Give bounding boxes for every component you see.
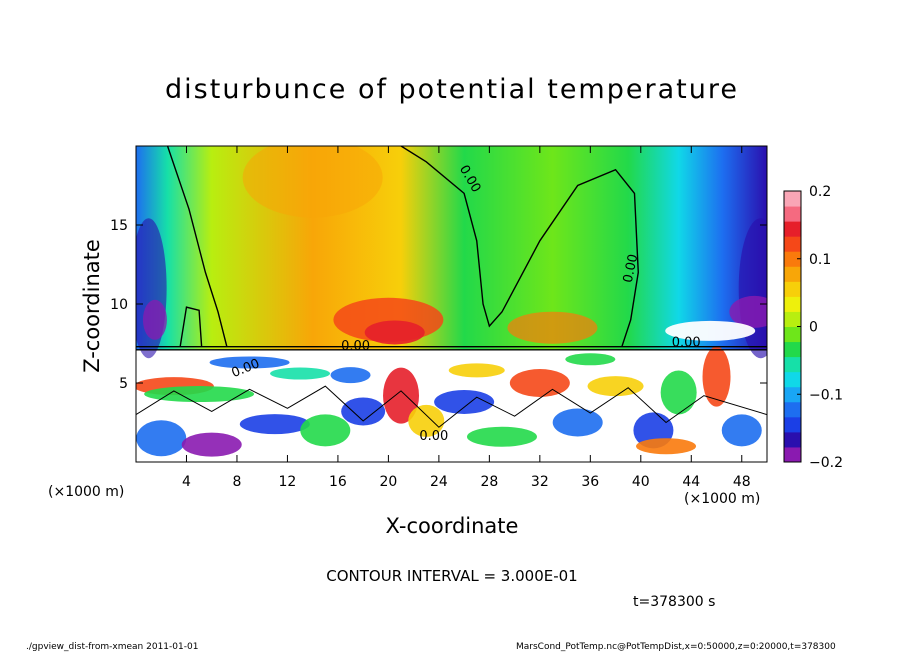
x-tick-label: 48 <box>733 474 751 490</box>
purple-left <box>142 299 167 340</box>
warm-upper <box>242 146 383 218</box>
x-tick-label: 44 <box>682 474 700 490</box>
lower-blob <box>587 376 644 397</box>
contour-interval-text: CONTOUR INTERVAL = 3.000E-01 <box>326 567 578 585</box>
warm-patch <box>507 311 598 344</box>
lower-blob <box>144 386 255 403</box>
contour-label: 0.00 <box>419 429 448 444</box>
lower-blob <box>434 389 495 414</box>
footer-command: ./gpview_dist-from-xmean 2011-01-01 <box>26 642 199 652</box>
colorbar-cell <box>784 401 801 418</box>
colorbar-cell <box>784 416 801 433</box>
purple-right <box>729 295 767 328</box>
lower-blob <box>181 432 242 457</box>
y-tick-label: 15 <box>110 218 128 234</box>
colorbar-tick-label: 0 <box>809 320 818 336</box>
colorbar-cell <box>784 446 801 463</box>
lower-blob <box>408 404 445 437</box>
colorbar-cell <box>784 221 801 237</box>
zero-contour <box>179 306 203 347</box>
lower-blob <box>466 426 537 447</box>
lower-blob <box>660 370 697 415</box>
colorbar-tick-label: 0.1 <box>809 252 831 268</box>
lower-blob <box>270 367 331 380</box>
contour-label: 0.00 <box>672 336 701 351</box>
x-unit-label-left: (×1000 m) <box>48 484 125 500</box>
lower-features <box>136 346 762 457</box>
colorbar-cell <box>784 386 801 403</box>
y-tick-label: 10 <box>110 297 128 313</box>
lower-contour <box>136 385 767 428</box>
x-tick-label: 32 <box>531 474 549 490</box>
colorbar-cell <box>784 326 801 343</box>
time-stamp-text: t=378300 s <box>633 594 716 610</box>
lower-blob <box>552 408 603 437</box>
colorbar-tick-label: −0.2 <box>809 455 843 471</box>
chart-title: disturbunce of potential temperature <box>165 74 739 105</box>
colorbar-cell <box>784 311 801 327</box>
warm-core-center <box>364 320 425 345</box>
contour-label: 0.00 <box>341 339 370 354</box>
colorbar-cell <box>784 356 801 373</box>
x-tick-label: 24 <box>430 474 448 490</box>
upper-features <box>136 146 767 359</box>
x-tick-label: 4 <box>182 474 191 490</box>
white-patch-right <box>665 320 756 341</box>
colorbar-tick-label: −0.1 <box>809 387 843 403</box>
colorbar-cell <box>784 266 801 282</box>
colorbar: 0.2 0.1 0 −0.1 −0.2 <box>783 184 843 471</box>
contour-label: 0.00 <box>621 253 642 284</box>
x-unit-label-right: (×1000 m) <box>684 491 761 507</box>
colorbar-cell <box>784 341 801 358</box>
x-tick-label: 8 <box>232 474 241 490</box>
cold-right <box>738 218 767 359</box>
colorbar-cell <box>784 431 801 448</box>
colorbar-cell <box>784 191 801 207</box>
colorbar-cell <box>784 371 801 388</box>
lower-blob <box>209 356 290 369</box>
lower-blob <box>341 397 386 426</box>
colorbar-cells <box>784 191 801 463</box>
lower-blob <box>702 346 731 407</box>
x-tick-label: 16 <box>329 474 347 490</box>
colorbar-cell <box>784 296 801 312</box>
x-tick-label: 12 <box>279 474 297 490</box>
x-tick-label: 20 <box>379 474 397 490</box>
footer-source: MarsCond_PotTemp.nc@PotTempDist,x=0:5000… <box>516 642 836 652</box>
lower-blob <box>721 414 762 447</box>
lower-blob <box>383 367 420 424</box>
lower-blob <box>239 414 310 435</box>
zero-contour <box>166 146 228 347</box>
upper-field <box>136 146 767 350</box>
y-ticks: 5 10 15 <box>110 218 767 392</box>
y-tick-label: 5 <box>119 376 128 392</box>
colorbar-ticks: 0.2 0.1 0 −0.1 −0.2 <box>797 184 843 471</box>
x-ticks: 4 8 12 16 20 24 28 32 36 40 44 48 <box>182 146 751 490</box>
colorbar-tick-label: 0.2 <box>809 184 831 200</box>
lower-blob <box>330 367 371 384</box>
x-tick-label: 40 <box>632 474 650 490</box>
colorbar-cell <box>784 236 801 252</box>
lower-blob <box>136 420 187 457</box>
lower-blob <box>448 363 505 378</box>
contour-lines <box>136 146 767 428</box>
lower-blob <box>509 369 570 397</box>
x-tick-label: 36 <box>581 474 599 490</box>
lower-blob <box>300 414 351 447</box>
x-axis-label: X-coordinate <box>385 514 519 538</box>
zero-contour <box>400 146 639 347</box>
x-tick-label: 28 <box>480 474 498 490</box>
colorbar-cell <box>784 206 801 222</box>
colorbar-cell <box>784 251 801 267</box>
lower-blob <box>565 353 616 366</box>
lower-blob <box>636 438 697 455</box>
colorbar-cell <box>784 281 801 297</box>
